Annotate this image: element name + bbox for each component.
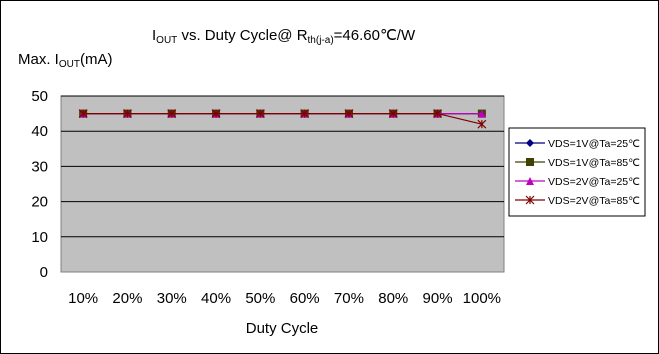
- legend-label: VDS=1V@Ta=85℃: [548, 157, 640, 169]
- x-axis-ticks: 10% 20% 30% 40% 50% 60% 70% 80% 90% 100%: [68, 290, 501, 307]
- series-2-point: [477, 109, 486, 118]
- x-axis-label: Duty Cycle: [246, 320, 319, 337]
- x-tick-label: 80%: [378, 290, 408, 307]
- y-tick-label: 40: [31, 123, 48, 140]
- legend-swatch-marker: [526, 139, 534, 147]
- series-3-point: [167, 109, 177, 119]
- legend: VDS=1V@Ta=25℃ VDS=1V@Ta=85℃ VDS=2V@Ta=25℃ V…: [508, 127, 646, 217]
- legend-swatch-marker: [526, 158, 534, 166]
- series-3-point: [123, 109, 132, 119]
- x-tick-label: 90%: [423, 290, 453, 307]
- y-tick-label: 0: [40, 264, 48, 281]
- y-tick-label: 30: [31, 158, 48, 175]
- series-3-point: [433, 109, 442, 119]
- legend-swatch-marker: [525, 195, 535, 205]
- legend-label: VDS=2V@Ta=25℃: [548, 176, 640, 188]
- series-3-point: [255, 109, 265, 119]
- series-3-point: [477, 119, 487, 129]
- legend-label: VDS=1V@Ta=25℃: [548, 138, 640, 150]
- y-tick-label: 50: [31, 88, 48, 105]
- chart-title: IOUT vs. Duty Cycle@ Rth(j-a)=46.60℃/W: [152, 27, 416, 46]
- legend-item: VDS=1V@Ta=85℃: [515, 157, 640, 169]
- y-axis-ticks: 0 10 20 30 40 50: [31, 88, 48, 281]
- series-layer: [78, 109, 487, 129]
- series-3-point: [388, 109, 398, 119]
- series-3-point: [300, 109, 310, 119]
- x-tick-label: 20%: [112, 290, 142, 307]
- x-tick-label: 70%: [334, 290, 364, 307]
- legend-swatch-marker: [526, 177, 534, 185]
- legend-item: VDS=2V@Ta=25℃: [515, 176, 640, 188]
- series-3-point: [78, 109, 88, 119]
- x-tick-label: 50%: [245, 290, 275, 307]
- series-line-3: [83, 112, 482, 125]
- y-tick-label: 10: [31, 229, 48, 246]
- x-tick-label: 100%: [463, 290, 501, 307]
- y-tick-label: 20: [31, 194, 48, 211]
- x-tick-label: 40%: [201, 290, 231, 307]
- legend-item: VDS=1V@Ta=25℃: [515, 138, 640, 150]
- series-3-point: [211, 109, 221, 119]
- gridlines: [61, 95, 504, 238]
- y-axis-label: Max. IOUT(mA): [18, 51, 112, 70]
- x-tick-label: 30%: [157, 290, 187, 307]
- x-tick-label: 60%: [290, 290, 320, 307]
- plot-area: [60, 95, 505, 273]
- legend-item: VDS=2V@Ta=85℃: [515, 195, 640, 207]
- x-tick-label: 10%: [68, 290, 98, 307]
- legend-label: VDS=2V@Ta=85℃: [548, 195, 640, 207]
- series-3-point: [344, 109, 354, 119]
